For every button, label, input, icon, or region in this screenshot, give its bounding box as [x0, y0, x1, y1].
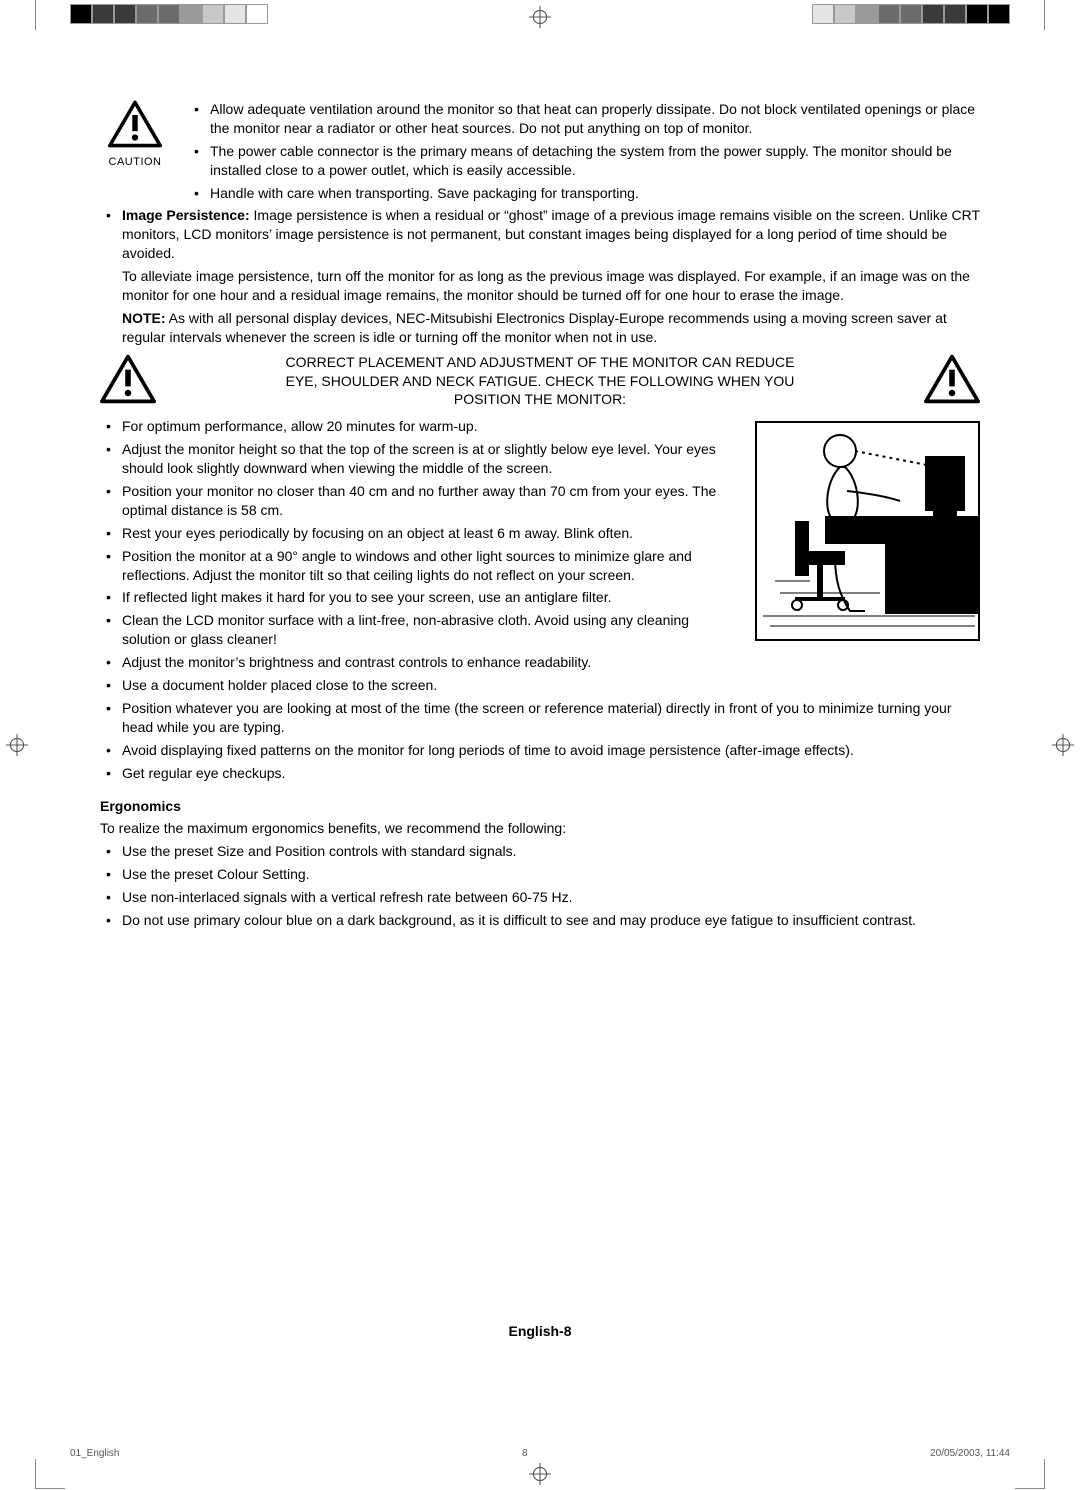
list-item: Adjust the monitor’s brightness and cont… — [100, 653, 980, 672]
warning-triangle-icon — [100, 354, 156, 409]
registration-mark — [529, 6, 551, 28]
list-item: Clean the LCD monitor surface with a lin… — [100, 611, 980, 649]
ergonomics-intro: To realize the maximum ergonomics benefi… — [100, 819, 980, 838]
color-swatch — [834, 4, 856, 24]
image-persistence-text: Image persistence is when a residual or … — [122, 207, 980, 261]
list-item: Do not use primary colour blue on a dark… — [100, 911, 980, 930]
warning-triangle-icon — [924, 354, 980, 409]
color-swatch — [114, 4, 136, 24]
list-item: Position the monitor at a 90° angle to w… — [100, 547, 980, 585]
color-swatch — [812, 4, 834, 24]
list-item: Adjust the monitor height so that the to… — [100, 440, 980, 478]
list-item: Use the preset Size and Position control… — [100, 842, 980, 861]
persistence-bullet: Image Persistence: Image persistence is … — [100, 206, 980, 263]
crop-mark — [1015, 0, 1045, 30]
warning-triangle-icon — [108, 100, 162, 148]
imprint-page: 8 — [522, 1448, 528, 1459]
image-persistence-label: Image Persistence: — [122, 207, 250, 223]
color-swatch — [136, 4, 158, 24]
imprint-date: 20/05/2003, 11:44 — [930, 1448, 1010, 1459]
list-item: Position your monitor no closer than 40 … — [100, 482, 980, 520]
color-swatch — [988, 4, 1010, 24]
note-label: NOTE: — [122, 310, 166, 326]
top-bullet-list: Allow adequate ventilation around the mo… — [188, 100, 980, 206]
list-item: Allow adequate ventilation around the mo… — [188, 100, 980, 138]
list-item: The power cable connector is the primary… — [188, 142, 980, 180]
registration-mark — [529, 1463, 551, 1485]
note-line: NOTE: As with all personal display devic… — [100, 309, 980, 347]
registration-mark — [6, 734, 28, 756]
color-swatch — [180, 4, 202, 24]
list-item: Use a document holder placed close to th… — [100, 676, 980, 695]
placement-heading: CORRECT PLACEMENT AND ADJUSTMENT OF THE … — [270, 353, 810, 410]
color-swatch — [856, 4, 878, 24]
crop-mark — [35, 0, 65, 30]
color-swatch — [922, 4, 944, 24]
imprint-line: 01_English 8 20/05/2003, 11:44 — [70, 1448, 1010, 1459]
placement-bullet-list: For optimum performance, allow 20 minute… — [100, 417, 980, 782]
list-item: Image Persistence: Image persistence is … — [100, 206, 980, 263]
list-item: Use the preset Colour Setting. — [100, 865, 980, 884]
imprint-file: 01_English — [70, 1448, 119, 1459]
page-content: CAUTION Allow adequate ventilation aroun… — [100, 100, 980, 1349]
color-bar-right — [812, 4, 1010, 24]
list-item: Use non-interlaced signals with a vertic… — [100, 888, 980, 907]
color-swatch — [966, 4, 988, 24]
color-swatch — [246, 4, 268, 24]
persistence-para2: To alleviate image persistence, turn off… — [100, 267, 980, 305]
caution-label: CAUTION — [100, 155, 170, 170]
color-swatch — [70, 4, 92, 24]
color-swatch — [224, 4, 246, 24]
list-item: Handle with care when transporting. Save… — [188, 184, 980, 203]
list-item: Avoid displaying fixed patterns on the m… — [100, 741, 980, 760]
crop-mark — [1015, 1459, 1045, 1489]
color-swatch — [878, 4, 900, 24]
color-swatch — [944, 4, 966, 24]
list-item: For optimum performance, allow 20 minute… — [100, 417, 980, 436]
color-swatch — [900, 4, 922, 24]
page-footer: English-8 — [100, 1322, 980, 1341]
caution-icon-block: CAUTION — [100, 100, 170, 206]
list-item: Position whatever you are looking at mos… — [100, 699, 980, 737]
ergonomics-bullet-list: Use the preset Size and Position control… — [100, 842, 980, 930]
registration-mark — [1052, 734, 1074, 756]
color-swatch — [158, 4, 180, 24]
ergonomics-heading: Ergonomics — [100, 797, 980, 816]
note-text: As with all personal display devices, NE… — [122, 310, 947, 345]
color-swatch — [202, 4, 224, 24]
color-bar-left — [70, 4, 268, 24]
list-item: Get regular eye checkups. — [100, 764, 980, 783]
color-swatch — [92, 4, 114, 24]
placement-warning-row: CORRECT PLACEMENT AND ADJUSTMENT OF THE … — [100, 353, 980, 410]
list-item: If reflected light makes it hard for you… — [100, 588, 980, 607]
list-item: Rest your eyes periodically by focusing … — [100, 524, 980, 543]
crop-mark — [35, 1459, 65, 1489]
